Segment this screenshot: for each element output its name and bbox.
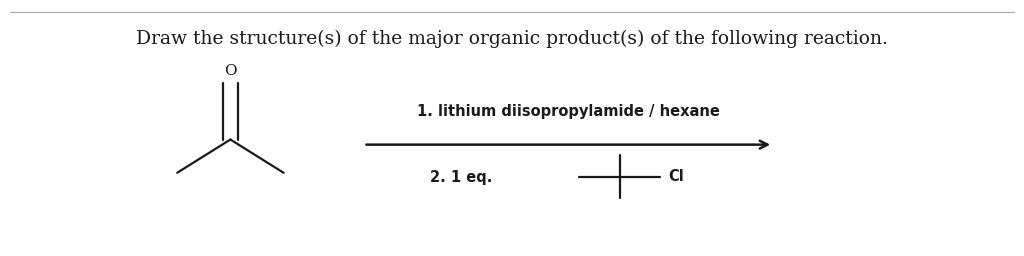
Text: 2. 1 eq.: 2. 1 eq. — [430, 170, 492, 185]
Text: 1. lithium diisopropylamide / hexane: 1. lithium diisopropylamide / hexane — [417, 104, 720, 119]
Text: Cl: Cl — [669, 169, 684, 184]
Text: Draw the structure(s) of the major organic product(s) of the following reaction.: Draw the structure(s) of the major organ… — [136, 29, 888, 48]
Text: O: O — [224, 64, 237, 78]
